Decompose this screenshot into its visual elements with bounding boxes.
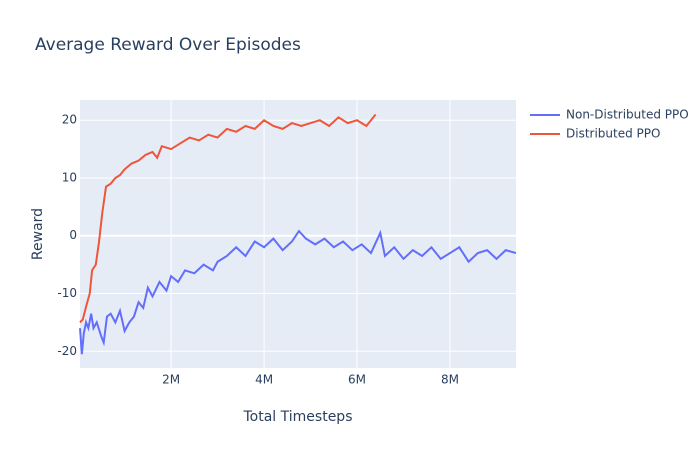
x-tick-label: 6M xyxy=(348,373,366,387)
legend-label[interactable]: Distributed PPO xyxy=(566,127,660,141)
chart-title: Average Reward Over Episodes xyxy=(35,35,301,55)
y-tick-label: 20 xyxy=(62,113,77,127)
legend: Non-Distributed PPO Distributed PPO xyxy=(530,108,689,141)
x-axis-title: Total Timesteps xyxy=(243,409,353,425)
x-tick-label: 4M xyxy=(255,373,273,387)
grid xyxy=(80,100,516,368)
x-tick-label: 2M xyxy=(162,373,180,387)
y-tick-label: 10 xyxy=(62,170,77,184)
y-axis-title: Reward xyxy=(30,208,46,260)
y-tick-label: -20 xyxy=(57,344,77,358)
legend-label[interactable]: Non-Distributed PPO xyxy=(566,108,689,122)
lines xyxy=(79,113,517,355)
x-tick-label: 8M xyxy=(441,373,459,387)
y-tick-label: 0 xyxy=(69,228,77,242)
y-tick-label: -10 xyxy=(57,286,77,300)
series-line xyxy=(79,113,377,324)
series-line xyxy=(79,229,517,355)
